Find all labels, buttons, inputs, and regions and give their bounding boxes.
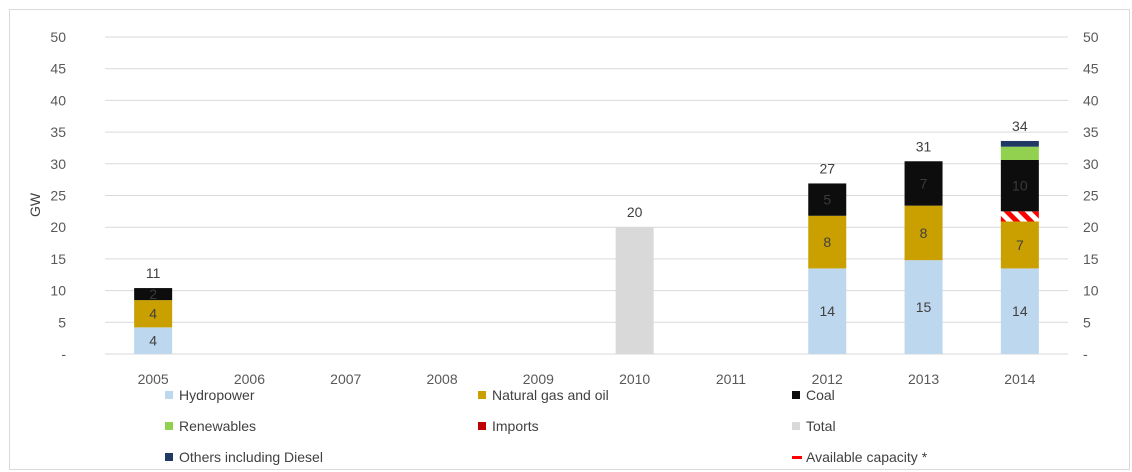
x-tick-label: 2007: [330, 371, 361, 387]
bar-total-label: 11: [146, 265, 161, 281]
y-tick-label: 5: [58, 314, 66, 330]
legend-marker: [478, 422, 486, 430]
bar-segment-label: 7: [1016, 237, 1024, 253]
y-tick-label-right: 10: [1083, 283, 1099, 299]
bar-segment-label: 14: [819, 303, 835, 319]
bar-segment: [615, 227, 654, 354]
x-tick-label: 2005: [138, 371, 169, 387]
bar-segment-label: 2: [149, 286, 157, 302]
bar-segment: [134, 327, 173, 354]
bar-segment: [1000, 268, 1039, 354]
legend-marker: [165, 391, 173, 399]
x-tick-label: 2014: [1004, 371, 1035, 387]
y-axis-right: - 5 10 15 20 25 30 35 40 45 50: [1083, 29, 1099, 362]
bar-total-label: 31: [916, 138, 932, 154]
bar-segment: [134, 288, 173, 301]
y-tick-label-right: 25: [1083, 188, 1099, 204]
bar-total-label: 27: [819, 160, 835, 176]
y-tick-label-right: -: [1083, 346, 1088, 362]
bar-total-label: 34: [1012, 118, 1028, 134]
y-tick-label-right: 20: [1083, 219, 1099, 235]
legend-label: Coal: [806, 387, 835, 403]
x-tick-label: 2011: [716, 371, 746, 387]
bar-segment-label: 15: [916, 299, 932, 315]
bar-segment-label: 5: [823, 192, 831, 208]
y-tick-label: 50: [50, 29, 66, 45]
legend-label: Hydropower: [179, 387, 255, 403]
bar-segment-label: 4: [149, 306, 157, 322]
legend-label: Renewables: [179, 418, 256, 434]
y-tick-label-right: 35: [1083, 124, 1099, 140]
bar-segment: [1000, 140, 1039, 147]
bar-segment: [904, 161, 943, 206]
y-tick-label: 30: [50, 156, 66, 172]
y-axis-left: - 5 10 15 20 25 30 35 40 45 50: [50, 29, 66, 362]
bar-segment: [904, 205, 943, 261]
y-tick-label: 45: [50, 61, 66, 77]
bar-segment: [808, 215, 847, 269]
chart-frame: [9, 9, 1130, 470]
bars: 4 4 2 11 20 14 8 5 27 15 8 7 31 14 7 10 34: [134, 118, 1039, 354]
bar-segment: [808, 268, 847, 354]
y-tick-label: 10: [50, 283, 66, 299]
legend-marker: [792, 422, 800, 430]
x-tick-label: 2008: [426, 371, 457, 387]
y-tick-label: 20: [50, 219, 66, 235]
y-tick-label-right: 30: [1083, 156, 1099, 172]
x-tick-label: 2012: [812, 371, 843, 387]
y-tick-label-right: 50: [1083, 29, 1099, 45]
y-tick-label: -: [61, 346, 66, 362]
bar-segment: [1000, 221, 1039, 269]
y-tick-label-right: 45: [1083, 61, 1099, 77]
bar-segment: [134, 300, 173, 328]
bar-segment-label: 8: [823, 234, 831, 250]
legend-marker: [792, 391, 800, 399]
bar-segment-label: 14: [1012, 303, 1028, 319]
legend-label: Others including Diesel: [179, 449, 323, 465]
x-axis-ticks: 2005 2006 2007 2008 2009 2010 2011 2012 2013 2014: [138, 371, 1036, 387]
legend-marker: [478, 391, 486, 399]
legend-label: Available capacity *: [806, 449, 928, 465]
bar-segment: [904, 260, 943, 354]
legend: Hydropower Natural gas and oil Coal Renewab…: [165, 387, 928, 465]
bar-segment-label: 4: [149, 333, 157, 349]
y-tick-label: 35: [50, 124, 66, 140]
y-tick-label: 40: [50, 92, 66, 108]
legend-label: Natural gas and oil: [492, 387, 609, 403]
bar-segment: [1000, 159, 1039, 212]
x-tick-label: 2013: [908, 371, 939, 387]
y-tick-label-right: 15: [1083, 251, 1099, 267]
legend-label: Imports: [492, 418, 539, 434]
y-tick-label: 15: [50, 251, 66, 267]
bar-segment-label: 8: [920, 225, 928, 241]
bar-segment-label: 7: [920, 175, 928, 191]
y-tick-label-right: 40: [1083, 92, 1099, 108]
legend-marker: [165, 453, 173, 461]
legend-marker: [792, 456, 802, 459]
bar-segment: [1000, 211, 1039, 222]
y-axis-label: GW: [27, 192, 43, 217]
bar-segment-label: 10: [1012, 178, 1028, 194]
x-tick-label: 2010: [619, 371, 650, 387]
y-tick-label: 25: [50, 188, 66, 204]
bar-total-label: 20: [627, 204, 643, 220]
x-tick-label: 2006: [234, 371, 265, 387]
x-tick-label: 2009: [523, 371, 554, 387]
y-tick-label-right: 5: [1083, 314, 1091, 330]
bar-segment: [1000, 146, 1039, 160]
legend-label: Total: [806, 418, 836, 434]
bar-segment: [808, 183, 847, 216]
legend-marker: [165, 422, 173, 430]
